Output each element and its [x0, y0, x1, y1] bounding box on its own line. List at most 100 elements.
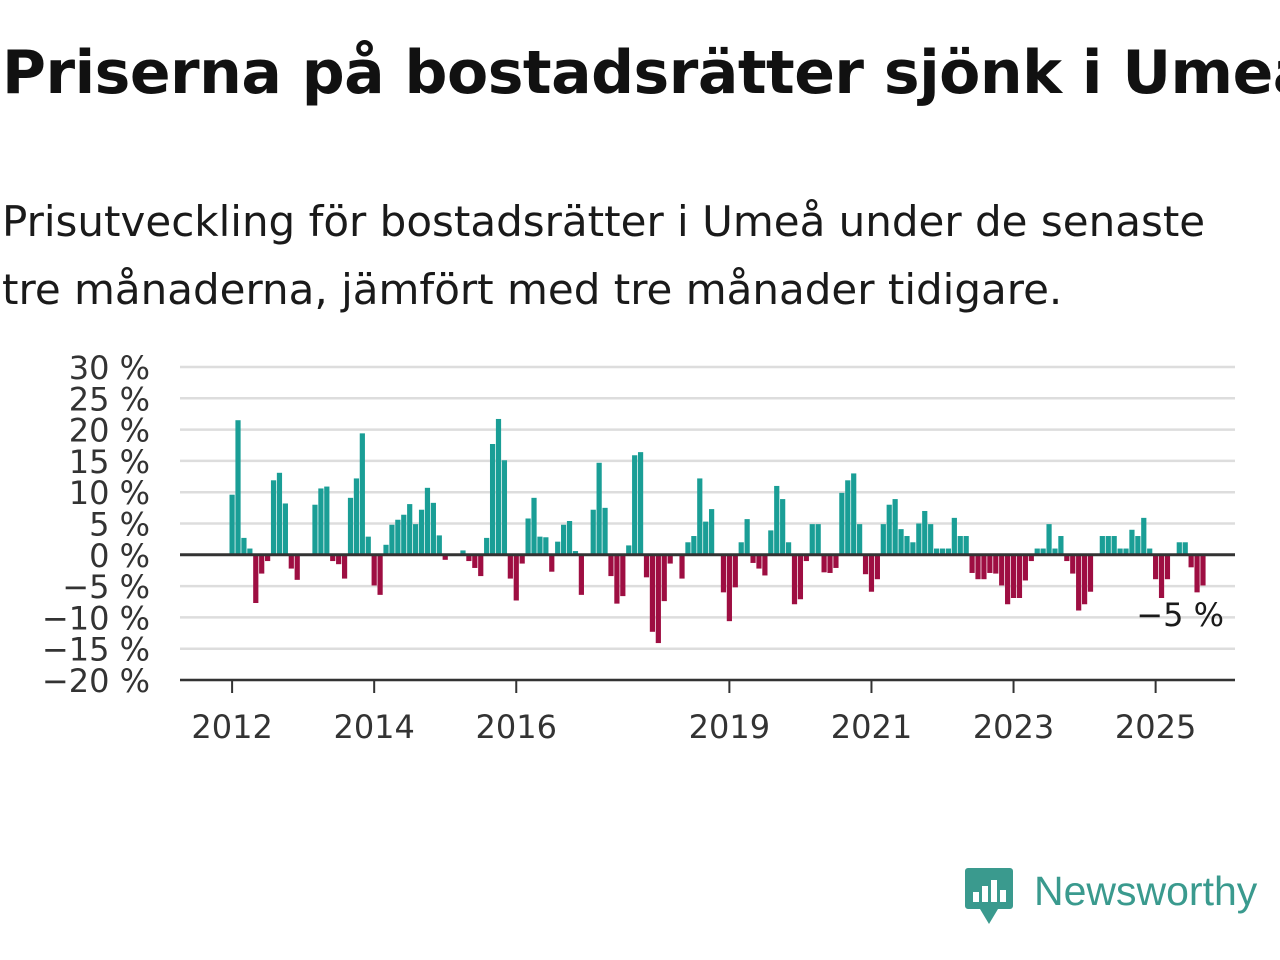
bar	[904, 536, 910, 555]
x-tick-label: 2023	[973, 708, 1054, 746]
bar	[442, 554, 448, 560]
bar	[519, 554, 525, 564]
bar	[697, 478, 703, 555]
x-tick-label: 2016	[476, 708, 557, 746]
bar	[768, 530, 774, 555]
bar	[833, 554, 839, 568]
bar	[649, 554, 656, 632]
bar	[1188, 554, 1194, 568]
bar	[537, 536, 543, 555]
bar	[857, 524, 863, 555]
bar	[1200, 554, 1206, 586]
bar	[1176, 542, 1182, 555]
bar	[933, 548, 940, 555]
bar	[762, 554, 768, 576]
bar	[235, 420, 241, 555]
bar	[910, 542, 916, 555]
bar	[827, 554, 833, 573]
bar	[1194, 554, 1200, 593]
bar	[987, 554, 993, 573]
bar	[1182, 542, 1188, 555]
bar	[265, 554, 271, 562]
bar	[241, 537, 247, 555]
bar	[389, 524, 395, 555]
bar	[839, 492, 845, 555]
bar	[703, 521, 709, 555]
bar	[732, 554, 738, 588]
bar	[1052, 548, 1058, 555]
bar	[460, 550, 466, 555]
bar	[1022, 554, 1028, 581]
bar	[785, 542, 792, 555]
bar	[572, 551, 579, 555]
bar	[608, 554, 614, 577]
bar	[365, 536, 371, 555]
bar	[685, 542, 691, 555]
bar	[774, 485, 780, 555]
bar	[377, 554, 383, 595]
bar	[330, 554, 336, 562]
bar	[1099, 536, 1105, 555]
bar	[963, 536, 969, 555]
bar	[347, 497, 354, 555]
bar	[353, 478, 360, 555]
bar	[413, 524, 419, 555]
bar	[874, 554, 880, 580]
bar	[1005, 554, 1011, 605]
bar	[999, 554, 1005, 586]
bar	[288, 554, 294, 569]
bar	[797, 554, 804, 600]
bar	[626, 545, 632, 555]
bar	[430, 502, 436, 555]
y-tick-label: −20 %	[42, 662, 150, 700]
y-tick-label: 20 %	[69, 412, 150, 450]
bar	[472, 554, 478, 568]
bar	[513, 554, 519, 601]
bar	[1064, 554, 1070, 562]
bar	[655, 554, 661, 644]
bar	[780, 499, 786, 555]
bar	[1141, 517, 1147, 555]
newsworthy-logo: Newsworthy	[964, 866, 1257, 926]
y-axis: 30 %25 %20 %15 %10 %5 %0 %−5 %−10 %−15 %…	[42, 349, 150, 700]
bar	[969, 554, 975, 573]
y-tick-label: 0 %	[89, 537, 150, 575]
y-tick-label: 30 %	[69, 349, 150, 387]
bar	[407, 504, 413, 555]
bar	[643, 554, 650, 578]
bar	[750, 554, 756, 563]
bar	[614, 554, 620, 604]
bar	[975, 554, 981, 580]
x-tick-label: 2021	[831, 708, 912, 746]
bar	[259, 554, 265, 574]
bar	[324, 486, 330, 555]
bar	[1111, 536, 1117, 555]
bar	[336, 554, 342, 565]
bar	[945, 548, 952, 555]
bar	[928, 524, 934, 555]
bar	[1135, 536, 1141, 555]
bar	[1129, 529, 1135, 555]
bar	[1058, 536, 1064, 555]
x-tick-label: 2019	[689, 708, 770, 746]
bar	[436, 535, 442, 555]
bar	[424, 487, 431, 555]
bar	[525, 518, 531, 555]
x-axis: 2012 2014 2016 2019 2021 2023 2025	[180, 678, 1235, 746]
bar	[418, 509, 425, 555]
bar	[632, 455, 638, 555]
bar	[898, 529, 904, 555]
bar	[395, 519, 401, 555]
bar	[312, 504, 318, 555]
bar	[1028, 554, 1034, 562]
bar	[667, 554, 673, 564]
bar	[318, 488, 324, 555]
x-tick-label: 2025	[1115, 708, 1196, 746]
bar	[922, 510, 928, 555]
bar	[495, 418, 502, 555]
bar	[543, 537, 549, 555]
bar	[531, 497, 537, 555]
bar	[851, 473, 857, 555]
bar	[478, 554, 484, 577]
bar	[489, 443, 496, 555]
